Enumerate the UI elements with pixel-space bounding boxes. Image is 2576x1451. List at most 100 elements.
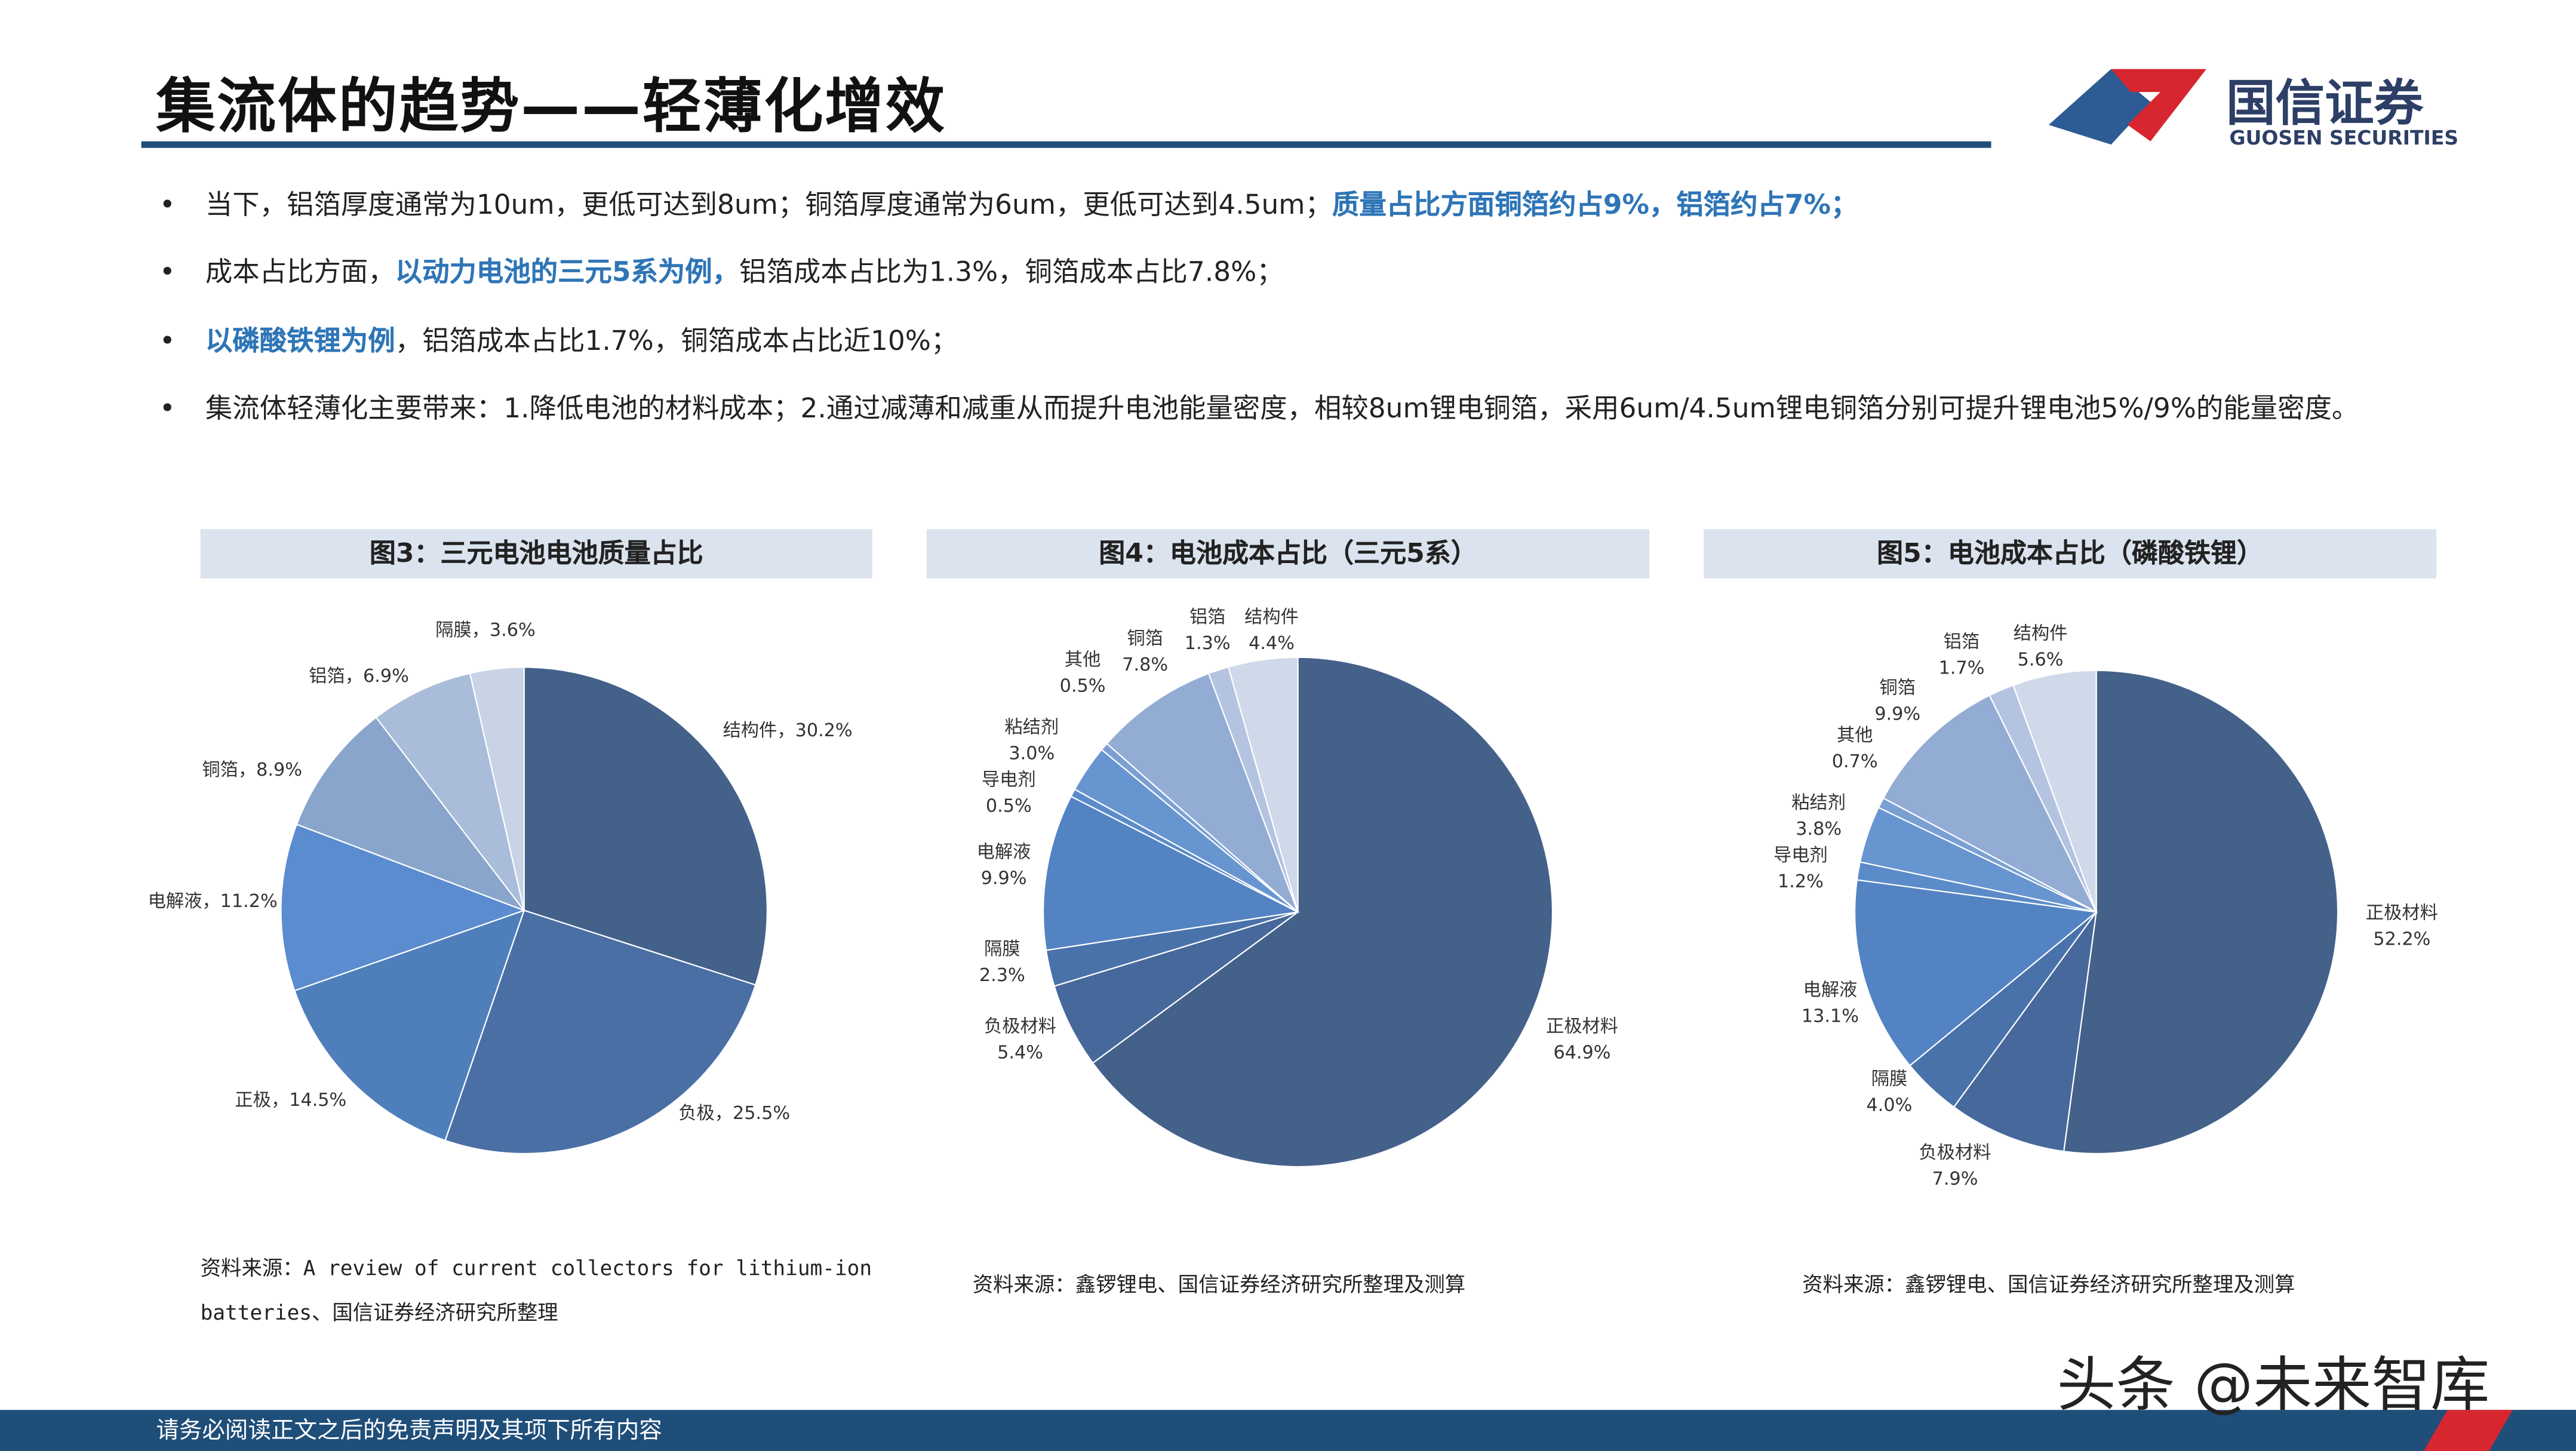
- bullet-text: 以磷酸铁锂为例，铝箔成本占比1.7%，铜箔成本占比近10%；: [205, 315, 2476, 368]
- value-label: 7.9%: [1932, 1169, 1978, 1189]
- pie-slice: [1854, 879, 2098, 1067]
- category-label: 结构件: [2014, 623, 2068, 644]
- footer-bar: [0, 1410, 2576, 1451]
- category-label: 负极材料: [984, 1016, 1056, 1037]
- pie-slice: [1882, 694, 2098, 914]
- value-label: 52.2%: [2373, 929, 2430, 949]
- category-label: 正极: [235, 1090, 271, 1111]
- text-run: 以动力电池的三元5系为例，: [395, 256, 740, 288]
- pie-slice: [1042, 795, 1301, 951]
- value-label: 64.9%: [1553, 1042, 1610, 1063]
- value-label: 9.9%: [1874, 703, 1920, 724]
- pie-slice: [1953, 911, 2097, 1152]
- value-label: 3.0%: [1009, 743, 1055, 764]
- value-label: 5.4%: [997, 1042, 1043, 1063]
- pie-slice: [2062, 669, 2339, 1154]
- value-label: 0.7%: [1832, 751, 1878, 772]
- value-label: 3.8%: [1796, 819, 1842, 840]
- chart-title: 图4：电池成本占比（三元5系）: [926, 529, 1650, 579]
- pie-slice: [444, 909, 757, 1155]
- label-separator: ，: [271, 1090, 289, 1111]
- watermark: 头条 @未来智库: [2057, 1352, 2490, 1420]
- value-label: 5.6%: [2018, 650, 2064, 671]
- value-label: 1.3%: [1185, 633, 1231, 654]
- pie-slice: [523, 666, 768, 986]
- logo-mark: [2048, 69, 2206, 145]
- category-label: 正极材料: [2366, 902, 2438, 923]
- value-label: 0.5%: [986, 795, 1032, 816]
- chart-title: 图5：电池成本占比（磷酸铁锂）: [1704, 529, 2437, 579]
- title-rule: [141, 141, 1991, 148]
- slide-title: 集流体的趋势——轻薄化增效: [156, 73, 946, 142]
- bullet: • 当下，铝箔厚度通常为10um，更低可达到8um；铜箔厚度通常为6um，更低可达…: [159, 179, 2476, 232]
- slice-label: 结构件，30.2%: [723, 720, 853, 741]
- category-label: 负极: [678, 1103, 715, 1124]
- value-label: 3.6%: [490, 620, 536, 641]
- category-label: 铝箔: [1189, 607, 1226, 628]
- category-label: 正极材料: [1546, 1016, 1618, 1037]
- bullet-text: 成本占比方面，以动力电池的三元5系为例，铝箔成本占比为1.3%，铜箔成本占比7.…: [205, 247, 2476, 299]
- label-separator: ，: [777, 720, 795, 741]
- category-label: 导电剂: [982, 769, 1036, 790]
- value-label: 14.5%: [289, 1090, 346, 1111]
- chart-title: 图3：三元电池电池质量占比: [200, 529, 872, 579]
- text-run: 集流体轻薄化主要带来：1.降低电池的材料成本；2.通过减薄和减重从而提升电池能量…: [205, 392, 2359, 425]
- category-label: 结构件: [723, 720, 777, 741]
- slice-label: 铜箔，8.9%: [202, 760, 302, 780]
- category-label: 铝箔: [309, 666, 345, 687]
- bullet-dot: •: [159, 256, 176, 288]
- pie-slice: [1053, 911, 1299, 1064]
- source-note: 资料来源：A review of current collectors for …: [200, 1255, 872, 1280]
- label-separator: ，: [715, 1103, 733, 1124]
- pie-slice: [375, 672, 525, 911]
- category-label: 铜箔: [1879, 677, 1916, 698]
- text-run: 以磷酸铁锂为例: [205, 325, 395, 357]
- source-note: 资料来源：鑫锣锂电、国信证券经济研究所整理及测算: [972, 1272, 1466, 1297]
- category-label: 铜箔: [202, 760, 238, 780]
- value-label: 9.9%: [981, 868, 1027, 889]
- bullet-dot: •: [159, 392, 176, 425]
- source-note: 资料来源：鑫锣锂电、国信证券经济研究所整理及测算: [1802, 1272, 2295, 1297]
- category-label: 隔膜: [435, 620, 472, 641]
- disclaimer: 请务必阅读正文之后的免责声明及其项下所有内容: [156, 1418, 662, 1445]
- value-label: 2.3%: [979, 965, 1025, 986]
- category-label: 结构件: [1244, 607, 1299, 628]
- label-separator: ，: [345, 666, 363, 687]
- source-note: batteries、国信证券经济研究所整理: [200, 1299, 558, 1325]
- category-label: 其他: [1065, 650, 1101, 671]
- category-label: 负极材料: [1919, 1142, 1991, 1163]
- label-separator: ，: [238, 760, 256, 780]
- category-label: 导电剂: [1773, 845, 1828, 866]
- pie-slice: [1227, 656, 1299, 912]
- category-label: 铜箔: [1127, 628, 1163, 649]
- value-label: 4.0%: [1867, 1095, 1913, 1115]
- value-label: 1.2%: [1778, 871, 1824, 892]
- slice-label: 铝箔，6.9%: [309, 666, 409, 687]
- label-separator: ，: [472, 620, 490, 641]
- pie-slice: [2012, 669, 2097, 912]
- value-label: 30.2%: [795, 720, 853, 741]
- pie-slice: [293, 909, 525, 1142]
- category-label: 铝箔: [1944, 631, 1980, 652]
- category-label: 电解液: [148, 891, 202, 912]
- category-label: 电解液: [1803, 980, 1858, 1001]
- pie-slice: [1106, 672, 1299, 913]
- value-label: 11.2%: [220, 891, 278, 912]
- value-label: 7.8%: [1122, 654, 1168, 675]
- bullet: • 以磷酸铁锂为例，铝箔成本占比1.7%，铜箔成本占比近10%；: [159, 315, 2476, 368]
- slice-label: 隔膜，3.6%: [435, 620, 536, 641]
- text-run: 铝箔成本占比为1.3%，铜箔成本占比7.8%；: [739, 256, 1284, 288]
- bullet-text: 当下，铝箔厚度通常为10um，更低可达到8um；铜箔厚度通常为6um，更低可达到…: [205, 179, 2476, 232]
- text-run: 成本占比方面，: [205, 256, 395, 288]
- bullet-dot: •: [159, 325, 176, 357]
- text-run: ，铝箔成本占比1.7%，铜箔成本占比近10%；: [395, 325, 958, 357]
- slice-label: 负极，25.5%: [678, 1103, 790, 1124]
- pie-slice: [469, 666, 525, 911]
- category-label: 粘结剂: [1004, 717, 1059, 737]
- footer-accent: [2382, 1410, 2576, 1451]
- logo-cn: 国信证券: [2226, 75, 2424, 133]
- pie-slice: [280, 823, 526, 992]
- pie-slice: [296, 716, 526, 912]
